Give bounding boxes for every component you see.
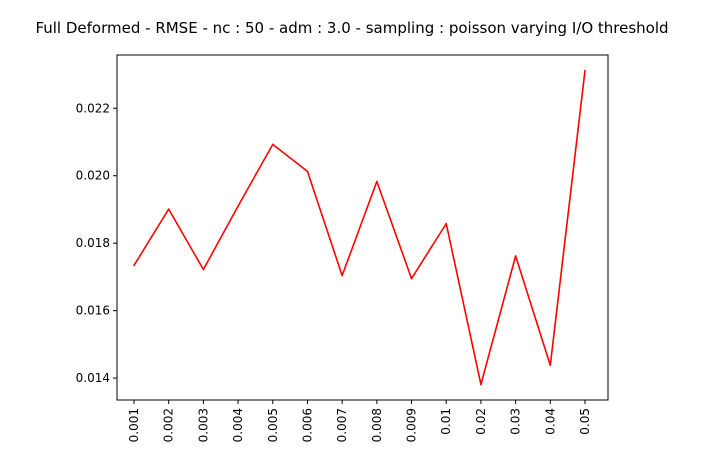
x-tick-label: 0.003	[196, 408, 210, 442]
y-tick-label: 0.016	[76, 304, 110, 318]
data-point	[514, 255, 517, 257]
x-tick-label: 0.005	[266, 408, 280, 442]
series-line	[133, 70, 586, 386]
x-tick-label: 0.007	[335, 408, 349, 442]
data-point	[341, 274, 343, 277]
x-axis-ticks: 0.001 0.002 0.003 0.004 0.005 0.006 0.007 0.008…	[127, 400, 592, 442]
x-tick-label: 0.02	[474, 408, 488, 435]
x-tick-label: 0.009	[405, 408, 419, 442]
x-tick-label: 0.004	[231, 408, 245, 442]
x-tick-label: 0.001	[127, 408, 141, 442]
data-point	[376, 180, 378, 183]
data-point	[271, 143, 274, 146]
y-tick-label: 0.022	[76, 101, 110, 115]
data-point	[202, 268, 205, 271]
data-point	[549, 364, 552, 367]
x-tick-label: 0.03	[509, 408, 523, 435]
plot-frame	[116, 54, 609, 401]
x-tick-label: 0.006	[300, 408, 314, 442]
data-point	[133, 264, 135, 267]
chart-title: Full Deformed - RMSE - nc : 50 - adm : 3…	[35, 19, 668, 37]
data-point	[410, 277, 413, 280]
y-axis-ticks: 0.014 0.016 0.018 0.020 0.022	[76, 101, 117, 385]
data-point	[445, 222, 448, 225]
data-point	[167, 208, 170, 210]
x-tick-label: 0.008	[370, 408, 384, 442]
x-tick-label: 0.04	[543, 408, 557, 435]
y-tick-label: 0.018	[76, 236, 110, 250]
y-tick-label: 0.014	[76, 371, 110, 385]
x-tick-label: 0.05	[578, 408, 592, 435]
data-point	[306, 170, 309, 173]
data-point	[480, 383, 482, 386]
y-tick-label: 0.020	[76, 169, 110, 183]
x-tick-label: 0.002	[162, 408, 176, 442]
data-point	[237, 205, 239, 207]
data-point	[584, 69, 586, 72]
series-layer	[133, 69, 586, 386]
x-tick-label: 0.01	[439, 408, 453, 435]
